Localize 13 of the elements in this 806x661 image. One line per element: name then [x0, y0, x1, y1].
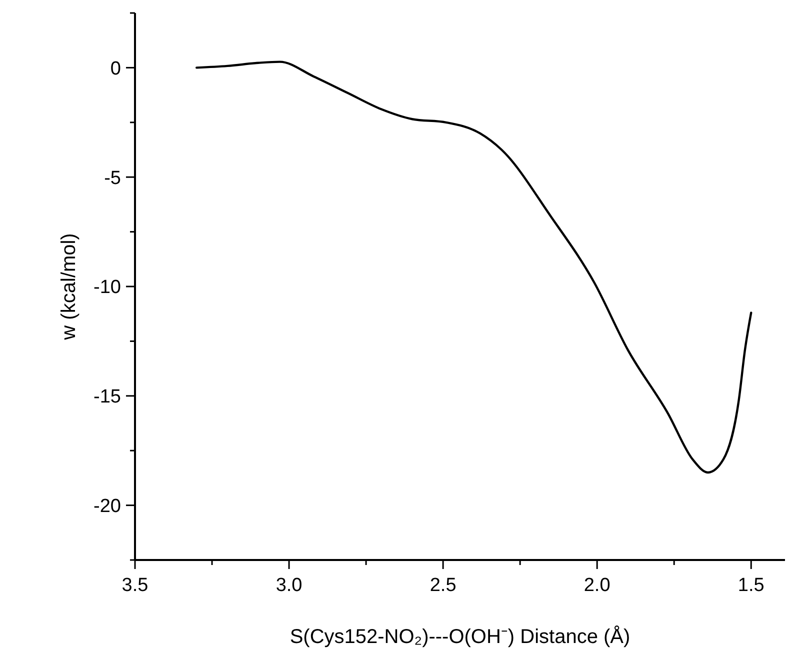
y-tick-label: -10 [94, 277, 121, 298]
x-axis-title: S(Cys152-NO₂)---O(OH⁻) Distance (Å) [290, 625, 630, 648]
y-tick-label: -15 [94, 386, 121, 408]
y-tick-label: -20 [94, 496, 121, 517]
text: 2.0 [584, 575, 610, 596]
y-tick-label: 0 [110, 58, 121, 80]
y-tick-label: -5 [104, 168, 121, 189]
text: 3.0 [276, 575, 302, 596]
x-tick-label: 1.5 [738, 575, 764, 596]
x-tick-label: 2.5 [430, 575, 456, 596]
y-axis-title: w (kcal/mol) [58, 233, 80, 341]
x-tick-label: 3.5 [122, 575, 148, 596]
line-series [196, 60, 752, 474]
